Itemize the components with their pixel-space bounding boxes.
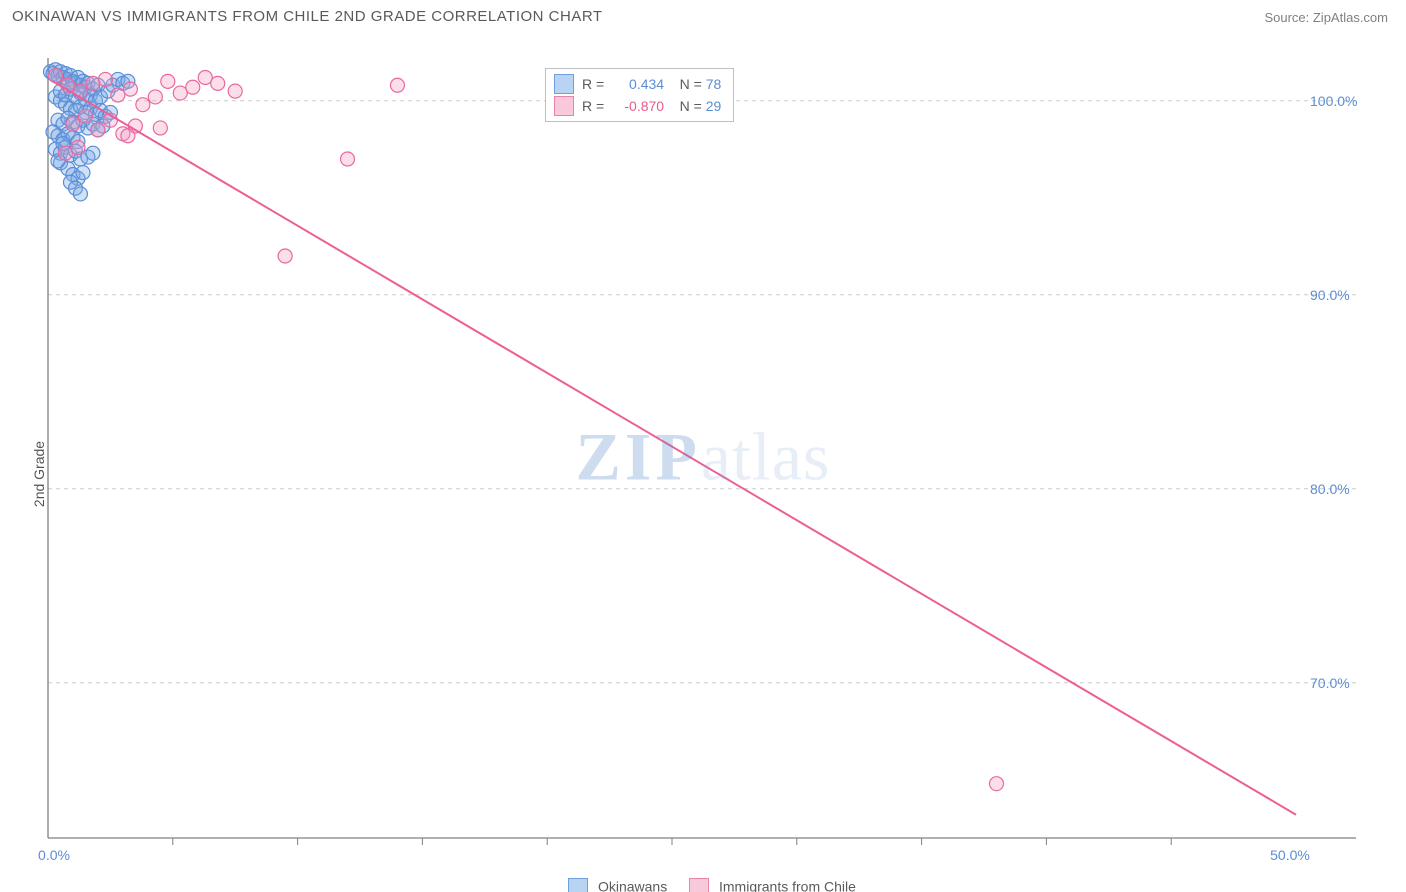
legend-swatch (568, 878, 588, 892)
series-legend: Okinawans Immigrants from Chile (0, 878, 1406, 892)
source-prefix: Source: (1264, 10, 1312, 25)
legend-text: R = -0.870 N = 29 (582, 98, 721, 114)
legend-swatch (689, 878, 709, 892)
svg-text:0.0%: 0.0% (38, 847, 70, 863)
legend-swatch (554, 96, 574, 116)
chart-header: OKINAWAN VS IMMIGRANTS FROM CHILE 2ND GR… (0, 0, 1406, 48)
svg-text:80.0%: 80.0% (1310, 481, 1350, 497)
scatter-plot-svg: 70.0% 80.0% 90.0% 100.0% 0.0% 50.0% (0, 48, 1406, 868)
source-name: ZipAtlas.com (1313, 10, 1388, 25)
legend-row: R = 0.434 N = 78 (554, 73, 721, 95)
legend-row: R = -0.870 N = 29 (554, 95, 721, 117)
correlation-legend: R = 0.434 N = 78 R = -0.870 N = 29 (545, 68, 734, 122)
chart-title: OKINAWAN VS IMMIGRANTS FROM CHILE 2ND GR… (12, 8, 603, 25)
svg-text:70.0%: 70.0% (1310, 675, 1350, 691)
svg-text:100.0%: 100.0% (1310, 93, 1357, 109)
legend-swatch (554, 74, 574, 94)
legend-label: Immigrants from Chile (719, 879, 856, 892)
y-axis-label: 2nd Grade (31, 441, 47, 507)
chart-area: 2nd Grade 70.0% 80.0% 90.0% 100.0% 0.0% 50.0%… (0, 48, 1406, 892)
svg-text:50.0%: 50.0% (1270, 847, 1310, 863)
legend-label: Okinawans (598, 879, 667, 892)
source-attribution: Source: ZipAtlas.com (1264, 10, 1388, 25)
legend-text: R = 0.434 N = 78 (582, 76, 721, 92)
svg-text:90.0%: 90.0% (1310, 287, 1350, 303)
